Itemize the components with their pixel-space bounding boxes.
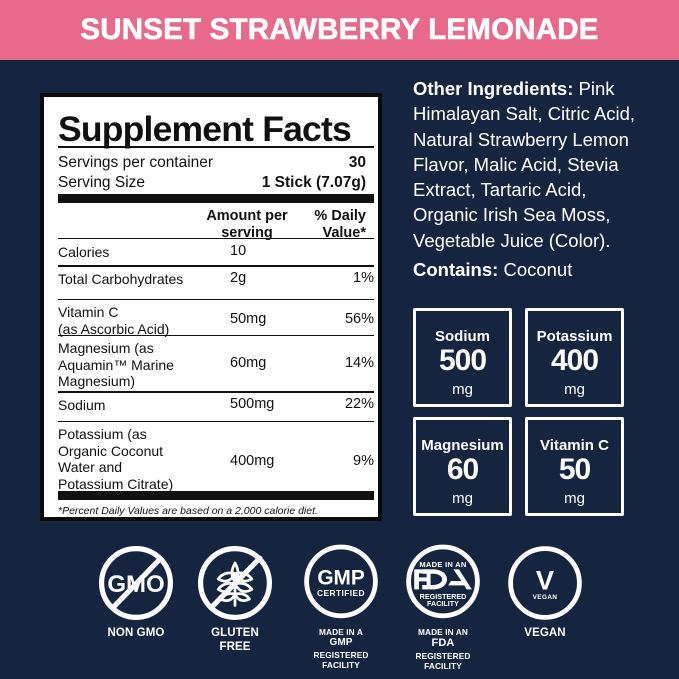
svg-text:VEGAN: VEGAN — [533, 594, 558, 601]
svg-text:CERTIFIED: CERTIFIED — [317, 588, 365, 598]
svg-text:GMP: GMP — [317, 567, 365, 590]
svg-text:MADE IN AN: MADE IN AN — [419, 560, 466, 569]
svg-text:FACILITY: FACILITY — [427, 599, 459, 608]
svg-text:GMO: GMO — [107, 571, 164, 598]
svg-text:V: V — [536, 564, 554, 595]
